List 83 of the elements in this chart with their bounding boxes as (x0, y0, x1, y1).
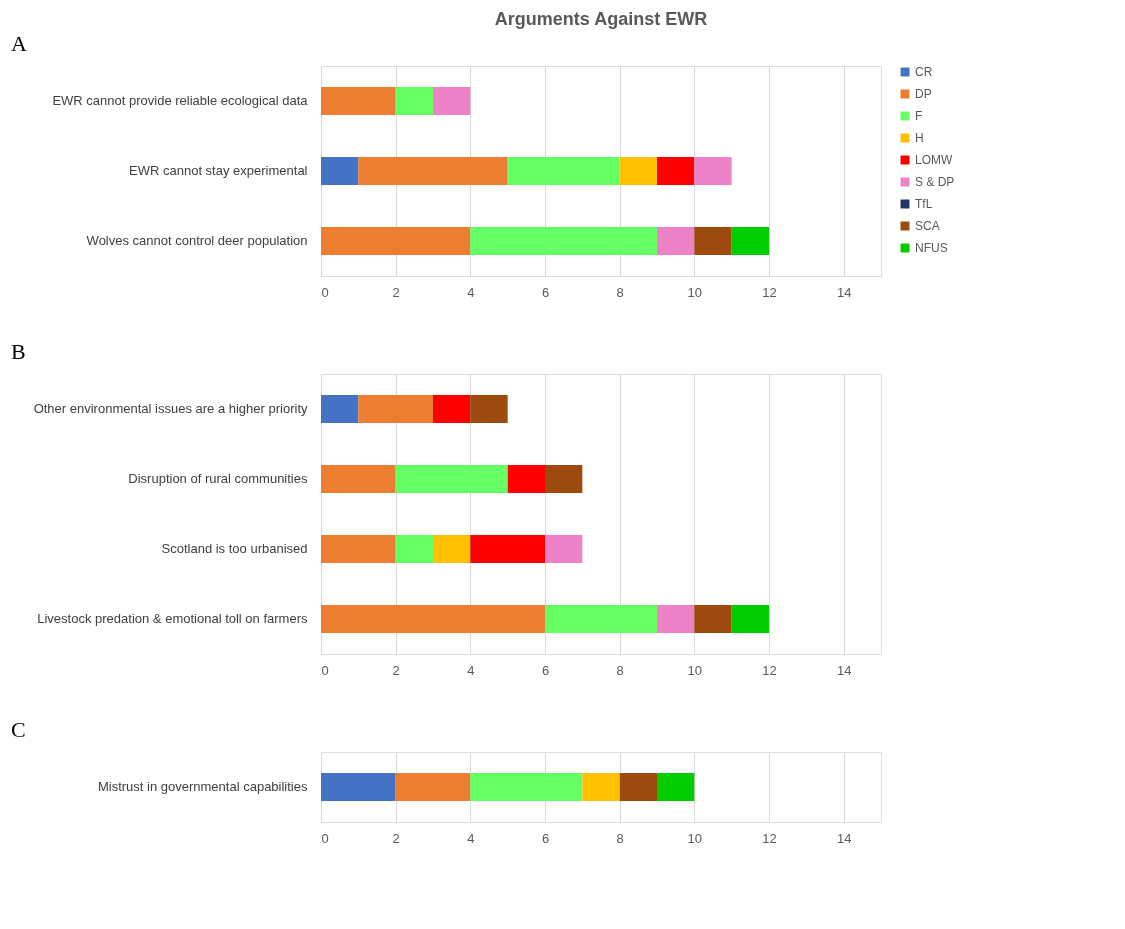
x-tick-label: 12 (762, 284, 777, 300)
bar (731, 227, 769, 255)
bar (507, 157, 620, 185)
x-tick-label: 14 (836, 284, 852, 300)
legend-label: F (915, 109, 923, 123)
x-tick-label: 8 (616, 284, 624, 300)
bar (619, 157, 657, 185)
bar (395, 773, 471, 801)
bar (321, 227, 471, 255)
bar (321, 535, 396, 563)
bar (507, 465, 545, 493)
x-tick-label: 14 (836, 662, 852, 678)
bar (358, 157, 508, 185)
x-tick-label: 14 (836, 830, 852, 846)
bar (619, 773, 657, 801)
bar (433, 395, 471, 423)
x-tick-label: 10 (687, 284, 703, 300)
text: B (11, 339, 26, 364)
x-tick-label: 0 (321, 284, 329, 300)
bar (395, 535, 433, 563)
legend-label: SCA (915, 219, 940, 233)
bar (470, 227, 657, 255)
x-tick-label: 2 (392, 662, 400, 678)
y-tick-label: Livestock predation & emotional toll on farmers (37, 611, 308, 626)
bar (321, 157, 359, 185)
x-tick-label: 8 (616, 662, 624, 678)
legend-label: TfL (915, 197, 933, 211)
y-tick-label: EWR cannot stay experimental (129, 163, 308, 178)
legend-label: S & DP (915, 175, 955, 189)
bar (321, 395, 359, 423)
bar (470, 773, 583, 801)
legend-label: H (915, 131, 924, 145)
y-tick-label: Other environmental issues are a higher priority (33, 401, 308, 416)
bar (694, 227, 732, 255)
y-tick-label: Scotland is too urbanised (161, 541, 308, 556)
legend-label: CR (915, 65, 933, 79)
bar (657, 227, 695, 255)
y-tick-label: EWR cannot provide reliable ecological data (52, 93, 309, 108)
x-tick-label: 2 (392, 830, 400, 846)
bar (657, 773, 695, 801)
bar (321, 87, 396, 115)
bar (657, 605, 695, 633)
bar (395, 465, 508, 493)
x-tick-label: 4 (467, 284, 475, 300)
y-tick-label: Wolves cannot control deer population (86, 233, 308, 248)
x-tick-label: 10 (687, 830, 703, 846)
legend-label: LOMW (915, 153, 953, 167)
x-tick-label: 4 (467, 830, 475, 846)
bar (358, 395, 433, 423)
bar (694, 605, 732, 633)
bar (433, 535, 471, 563)
bar (321, 605, 545, 633)
x-tick-label: 2 (392, 284, 400, 300)
bar (545, 535, 583, 563)
bar (545, 465, 583, 493)
x-tick-label: 6 (541, 830, 550, 846)
y-tick-label: Disruption of rural communities (128, 471, 308, 486)
x-tick-label: 0 (321, 830, 329, 846)
x-tick-label: 6 (541, 284, 550, 300)
legend-label: NFUS (915, 241, 948, 255)
bar (545, 605, 657, 633)
x-tick-label: 12 (762, 662, 777, 678)
text: C (11, 717, 26, 742)
x-tick-label: 0 (321, 662, 329, 678)
bar (582, 773, 620, 801)
bar (694, 157, 732, 185)
bar (657, 157, 695, 185)
bar (470, 395, 508, 423)
bar (470, 535, 545, 563)
x-tick-label: 8 (616, 830, 624, 846)
x-tick-label: 10 (687, 662, 703, 678)
x-tick-label: 6 (541, 662, 550, 678)
legend-label: DP (915, 87, 932, 101)
x-tick-label: 12 (762, 830, 777, 846)
bar (433, 87, 471, 115)
chart-title: Arguments Against EWR (494, 9, 708, 29)
bar (731, 605, 769, 633)
text: A (11, 31, 27, 56)
bar (321, 773, 396, 801)
x-tick-label: 4 (467, 662, 475, 678)
bar (395, 87, 433, 115)
bar (321, 465, 396, 493)
y-tick-label: Mistrust in governmental capabilities (97, 779, 308, 794)
